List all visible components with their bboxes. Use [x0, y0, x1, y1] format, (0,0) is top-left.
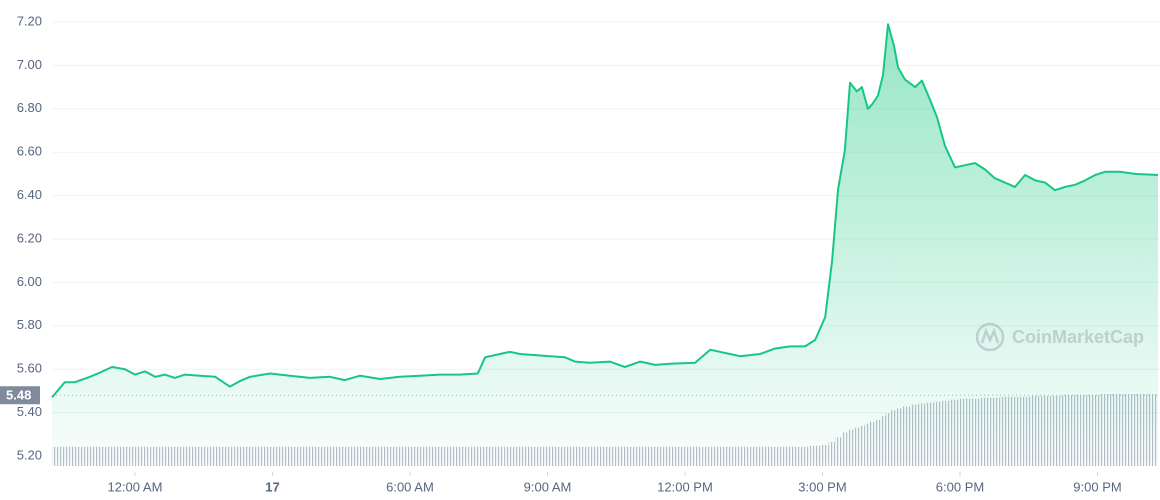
x-tick-label: 6:00 AM [386, 479, 434, 494]
x-tick-label: 17 [265, 479, 279, 494]
y-tick-label: 7.00 [17, 57, 42, 72]
watermark: CoinMarketCap [975, 322, 1144, 352]
y-tick-label: 7.20 [17, 13, 42, 28]
reference-box [0, 386, 40, 405]
y-tick-label: 5.40 [17, 404, 42, 419]
y-tick-label: 5.80 [17, 317, 42, 332]
x-tick-label: 9:00 PM [1073, 479, 1121, 494]
price-line [51, 23, 1159, 399]
watermark-text: CoinMarketCap [1012, 327, 1144, 347]
y-tick-label: 6.40 [17, 187, 42, 202]
y-tick-label: 6.20 [17, 230, 42, 245]
y-tick-label: 6.00 [17, 274, 42, 289]
y-tick-label: 5.60 [17, 361, 42, 376]
x-tick-label: 12:00 PM [657, 479, 713, 494]
reference-label: 5.48 [6, 388, 31, 403]
price-area [52, 24, 1158, 466]
labels: 5.20 5.40 5.60 5.80 6.00 6.20 6.40 6.60 6.80 7.00… [0, 13, 1122, 494]
y-tick-label: 5.20 [17, 447, 42, 462]
x-tick-label: 12:00 AM [107, 479, 162, 494]
x-tick-label: 9:00 AM [524, 479, 572, 494]
y-tick-label: 6.80 [17, 100, 42, 115]
x-tick-label: 6:00 PM [936, 479, 984, 494]
y-tick-label: 6.60 [17, 144, 42, 159]
x-tick-label: 3:00 PM [798, 479, 846, 494]
plot [51, 23, 1160, 466]
